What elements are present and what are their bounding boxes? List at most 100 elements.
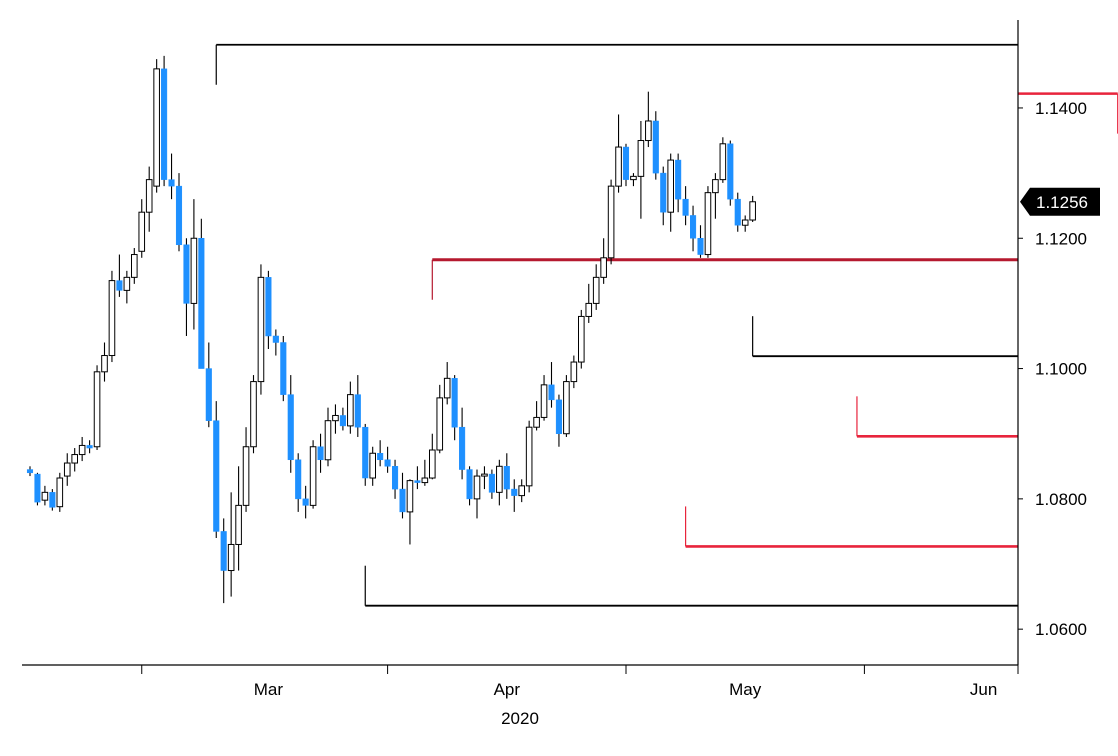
candle-body	[272, 335, 279, 343]
candle-body	[533, 416, 540, 428]
candle-body	[540, 384, 548, 418]
candle	[690, 205, 697, 252]
candle-body	[637, 140, 645, 177]
candle	[503, 453, 510, 499]
candle-body	[525, 426, 533, 487]
candle-body	[675, 159, 682, 200]
candle-body	[548, 384, 555, 401]
candle-body	[332, 414, 339, 422]
candle-body	[93, 371, 101, 448]
candle-body	[138, 211, 146, 252]
candle	[399, 472, 406, 519]
candle-body	[354, 394, 361, 428]
candle	[540, 375, 548, 421]
x-tick-label: Jun	[970, 680, 997, 699]
candle-body	[570, 361, 578, 383]
candle	[41, 485, 49, 506]
candle-body	[183, 244, 190, 304]
candle	[473, 469, 481, 519]
candle-body	[660, 172, 667, 213]
candle	[734, 192, 741, 232]
candle	[622, 143, 630, 187]
candle	[108, 270, 116, 363]
candle	[309, 440, 317, 509]
candle	[280, 335, 287, 402]
x-tick-labels: Mar Apr May Jun	[254, 680, 998, 699]
candle	[459, 407, 466, 480]
candle-body	[592, 276, 600, 304]
candle	[429, 433, 436, 480]
candle-body	[362, 426, 369, 479]
candle-body	[317, 446, 324, 461]
candle	[533, 401, 540, 431]
candle	[392, 459, 399, 499]
candle	[548, 362, 555, 408]
candle-body	[488, 473, 495, 493]
candle	[592, 264, 600, 310]
candle	[295, 453, 302, 512]
candle-body	[749, 201, 756, 221]
candle	[49, 489, 56, 511]
candle	[488, 469, 495, 499]
candle-body	[518, 485, 526, 497]
candle-body	[175, 185, 183, 246]
candle	[637, 120, 645, 219]
candle-body	[496, 465, 503, 493]
candle	[600, 238, 607, 284]
candle-body	[369, 452, 376, 479]
candle	[443, 362, 451, 405]
candle-body	[414, 480, 421, 483]
y-tick-labels: 1.1400 1.1200 1.1000 1.0800 1.0600	[1018, 99, 1087, 639]
candle-body	[242, 446, 250, 506]
axes	[22, 20, 1019, 674]
candle	[265, 270, 272, 350]
candle	[384, 446, 391, 473]
candle	[570, 355, 578, 389]
candle	[675, 153, 682, 213]
candle	[652, 111, 659, 180]
x-tick-label: Apr	[494, 680, 521, 699]
x-tick-label: Mar	[254, 680, 284, 699]
candle-body	[466, 469, 473, 500]
candle	[362, 423, 369, 486]
candle-body	[667, 159, 675, 213]
candle	[607, 179, 615, 265]
candle-body	[652, 120, 659, 174]
candle	[585, 283, 593, 323]
candle	[287, 375, 294, 473]
candle	[235, 466, 242, 571]
candle-body	[421, 477, 429, 484]
candle	[93, 365, 101, 450]
candle-body	[265, 277, 272, 337]
candle-body	[198, 238, 205, 369]
candle	[317, 433, 324, 473]
candle-body	[347, 394, 354, 427]
candle-body	[555, 399, 563, 434]
candle	[190, 199, 198, 330]
candle	[518, 479, 526, 503]
candle-body	[287, 394, 294, 461]
candle-body	[741, 219, 749, 226]
x-tick-label: May	[729, 680, 762, 699]
candle-body	[399, 488, 406, 513]
candle	[324, 407, 332, 467]
candle-body	[615, 146, 622, 187]
candle	[615, 114, 622, 193]
candle	[451, 375, 458, 441]
candle	[667, 153, 675, 232]
candle	[183, 238, 190, 336]
candle-body	[131, 254, 138, 278]
candle	[242, 427, 250, 512]
candle	[34, 472, 41, 506]
candle-body	[168, 179, 175, 187]
candle	[131, 248, 138, 284]
candle-body	[56, 477, 64, 508]
candle-body	[384, 459, 391, 467]
candle-body	[101, 355, 108, 373]
candle	[63, 453, 71, 486]
candle-body	[71, 454, 79, 464]
candle-body	[205, 368, 212, 421]
candle	[481, 466, 488, 490]
candle	[369, 446, 376, 486]
y-tick-label: 1.1000	[1035, 360, 1087, 379]
